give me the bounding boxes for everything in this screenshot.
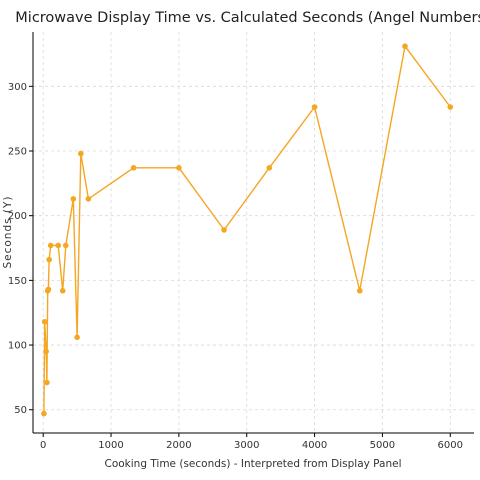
data-point — [44, 379, 50, 386]
data-point — [402, 43, 408, 50]
x-tick-label: 6000 — [438, 440, 463, 451]
y-tick-label: 300 — [8, 82, 27, 93]
x-axis-label: Cooking Time (seconds) - Interpreted fro… — [104, 458, 401, 470]
x-tick-label: 1000 — [98, 440, 123, 451]
data-point — [41, 318, 48, 325]
data-point — [62, 242, 69, 249]
data-point — [78, 150, 84, 157]
data-point — [41, 410, 47, 417]
data-point — [266, 165, 273, 171]
y-tick-label: 200 — [8, 211, 27, 222]
data-point — [55, 242, 62, 249]
y-axis-label: Seconds (Y) — [2, 195, 14, 268]
chart-title: Microwave Display Time vs. Calculated Se… — [15, 10, 480, 26]
x-tick-label: 3000 — [234, 440, 259, 451]
data-point — [59, 287, 66, 294]
data-point — [74, 334, 80, 341]
axes — [32, 32, 474, 434]
x-tick-label: 5000 — [370, 440, 395, 451]
series — [41, 43, 454, 417]
data-point — [130, 165, 137, 171]
y-tick-label: 250 — [8, 147, 27, 158]
data-point — [47, 242, 54, 249]
data-point — [221, 227, 227, 233]
data-point — [447, 104, 454, 110]
y-tick-label: 150 — [8, 276, 27, 287]
x-tick-label: 4000 — [302, 440, 327, 451]
data-point — [356, 287, 363, 294]
grid — [33, 32, 474, 433]
data-point — [176, 165, 182, 171]
x-tick-label: 0 — [40, 440, 46, 451]
x-ticks: 0 1000 2000 3000 4000 5000 6000 — [40, 433, 463, 451]
data-point — [45, 286, 52, 293]
y-tick-label: 100 — [8, 341, 27, 352]
data-point — [43, 348, 49, 355]
data-point — [70, 196, 77, 202]
data-point — [85, 196, 92, 202]
y-ticks: 50 100 150 200 250 300 — [8, 82, 33, 416]
data-point — [311, 104, 318, 110]
data-point — [46, 256, 52, 263]
y-tick-label: 50 — [14, 405, 27, 416]
x-tick-label: 2000 — [166, 440, 191, 451]
